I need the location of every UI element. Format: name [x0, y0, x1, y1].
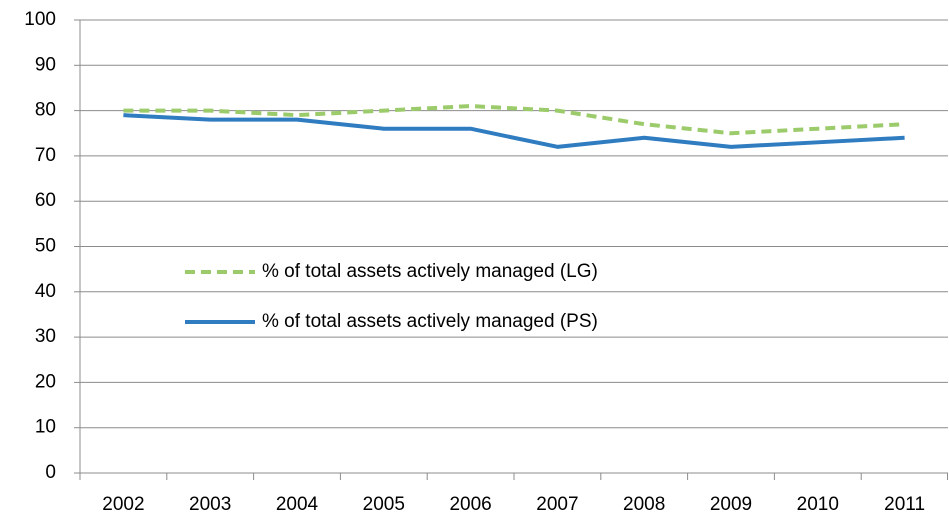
y-tick-label: 10: [35, 417, 56, 438]
series-line: [123, 104, 905, 136]
x-tick-label: 2004: [276, 494, 319, 515]
x-tick-label: 2011: [884, 494, 925, 515]
x-tick-label: 2010: [797, 494, 839, 515]
y-tick-label: 20: [35, 371, 56, 392]
x-tick-label: 2005: [363, 494, 405, 515]
legend-label: % of total assets actively managed (LG): [262, 261, 598, 282]
y-tick-label: 80: [35, 100, 56, 121]
y-tick-label: 30: [35, 326, 56, 347]
legend-label: % of total assets actively managed (PS): [262, 311, 598, 332]
y-tick-label: 40: [35, 281, 56, 302]
x-tick-label: 2008: [623, 494, 665, 515]
y-tick-label: 90: [35, 54, 56, 75]
y-tick-label: 100: [24, 9, 56, 30]
y-tick-label: 60: [35, 190, 56, 211]
series-line: [123, 113, 905, 149]
y-tick-label: 50: [35, 236, 56, 257]
y-tick-label: 0: [45, 462, 56, 483]
x-tick-label: 2009: [710, 494, 752, 515]
x-tick-label: 2003: [189, 494, 231, 515]
x-tick-label: 2002: [102, 494, 144, 515]
x-tick-label: 2006: [449, 494, 491, 515]
y-tick-label: 70: [35, 145, 56, 166]
x-tick-label: 2007: [536, 494, 578, 515]
